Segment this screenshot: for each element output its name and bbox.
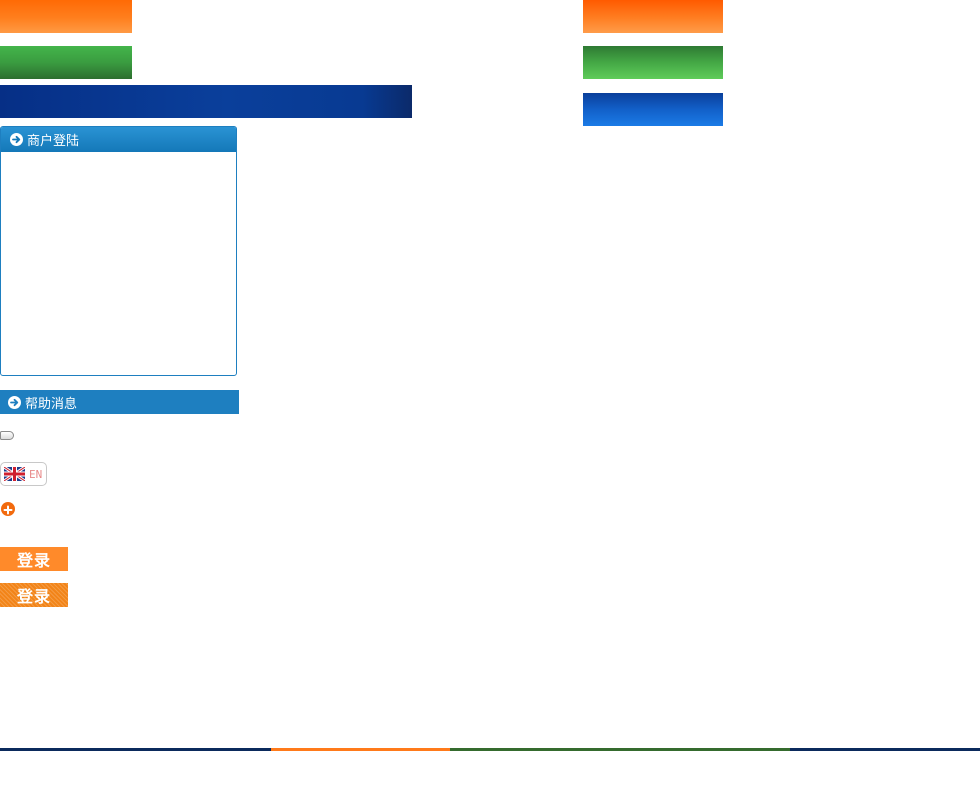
help-messages-title: 帮助消息 xyxy=(25,396,78,412)
footer-line-navy-segment-right xyxy=(790,748,980,751)
blue-banner-right xyxy=(583,93,723,126)
merchant-login-header: 商户登陆 xyxy=(1,127,236,152)
footer-color-line xyxy=(0,748,980,751)
language-switch-button[interactable]: EN xyxy=(0,462,47,486)
merchant-login-title: 商户登陆 xyxy=(27,134,80,149)
footer-line-green-segment xyxy=(450,748,790,751)
uk-flag-icon xyxy=(4,467,25,481)
arrow-right-circle-icon xyxy=(10,133,23,146)
plus-circle-icon[interactable] xyxy=(1,502,15,516)
footer-line-orange-segment xyxy=(271,748,450,751)
footer-line-navy-segment xyxy=(0,748,271,751)
merchant-login-panel: 商户登陆 xyxy=(0,126,237,376)
orange-banner-left xyxy=(0,0,132,33)
green-banner-left xyxy=(0,46,132,79)
arrow-right-circle-icon xyxy=(8,395,21,409)
help-messages-bar[interactable]: 帮助消息 xyxy=(0,390,239,414)
language-label: EN xyxy=(29,467,43,481)
green-banner-right xyxy=(583,46,723,79)
navy-banner xyxy=(0,85,412,118)
orange-banner-right xyxy=(583,0,723,33)
tag-shape-icon xyxy=(0,431,14,440)
login-button[interactable]: 登录 xyxy=(0,547,68,571)
login-button-hover[interactable]: 登录 xyxy=(0,583,68,607)
